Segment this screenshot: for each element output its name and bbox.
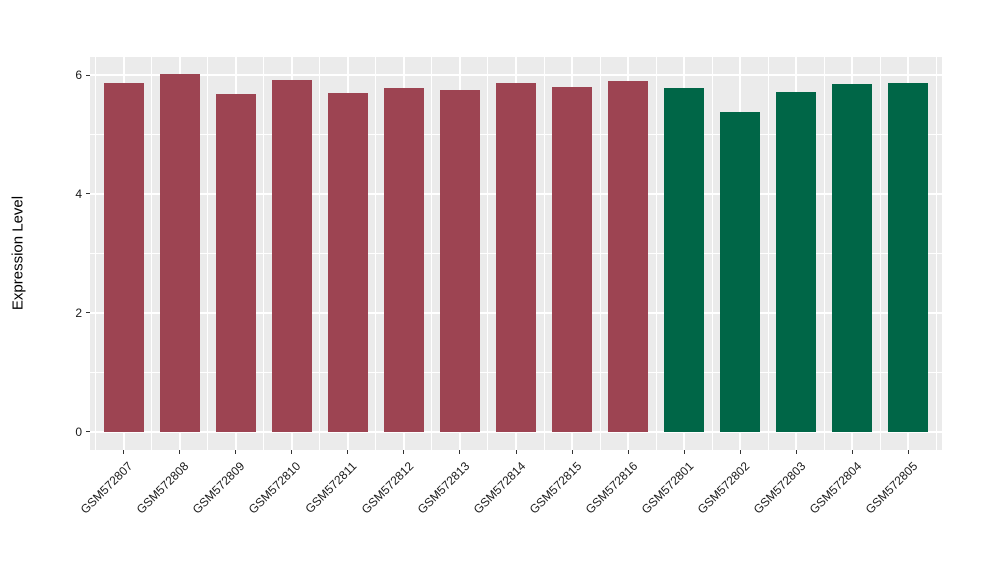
bar-GSM572814: [496, 82, 536, 432]
x-tick-label: GSM572805: [862, 459, 921, 517]
bar-GSM572808: [159, 73, 200, 432]
bar-GSM572816: [608, 80, 649, 432]
x-tick-mark: [123, 450, 125, 454]
bar-GSM572803: [776, 92, 817, 432]
x-tick-mark: [851, 450, 853, 454]
gridline-x-minor: [711, 57, 713, 450]
bar-GSM572815: [552, 86, 593, 432]
gridline-x-minor: [599, 57, 601, 450]
bar-GSM572801: [664, 88, 705, 432]
gridline-x-minor: [207, 57, 209, 450]
x-tick-mark: [347, 450, 349, 454]
bar-GSM572805: [888, 82, 929, 432]
y-tick-mark: [86, 193, 90, 195]
x-tick-mark: [235, 450, 237, 454]
y-axis-title-text: Expression Level: [9, 195, 27, 311]
y-tick-mark: [86, 74, 90, 76]
bar-GSM572811: [327, 92, 368, 432]
bar-GSM572812: [383, 88, 424, 432]
gridline-x-minor: [655, 57, 657, 450]
x-tick-mark: [907, 450, 909, 454]
bar-GSM572810: [271, 79, 312, 432]
gridline-x-minor: [375, 57, 377, 450]
bar-GSM572809: [215, 94, 256, 432]
x-tick-mark: [571, 450, 573, 454]
bar-GSM572813: [439, 89, 480, 432]
x-tick-mark: [179, 450, 181, 454]
x-tick-mark: [291, 450, 293, 454]
y-tick-label: 0: [75, 424, 82, 439]
gridline-x-minor: [767, 57, 769, 450]
x-tick-mark: [403, 450, 405, 454]
y-tick-label: 4: [75, 186, 82, 201]
x-tick-mark: [683, 450, 685, 454]
bar-GSM572804: [832, 83, 873, 432]
y-tick-mark: [86, 431, 90, 433]
gridline-x-minor: [263, 57, 265, 450]
y-tick-label: 6: [75, 68, 82, 82]
x-tick-mark: [627, 450, 629, 454]
gridline-x-minor: [151, 57, 153, 450]
x-tick-mark: [515, 450, 517, 454]
gridline-x-minor: [823, 57, 825, 450]
gridline-x-minor: [431, 57, 433, 450]
gridline-x-minor: [487, 57, 489, 450]
x-tick-mark: [459, 450, 461, 454]
y-tick-label: 2: [75, 305, 82, 320]
x-tick-mark: [795, 450, 797, 454]
x-tick-mark: [739, 450, 741, 454]
gridline-x-minor: [935, 57, 937, 450]
gridline-x-minor: [543, 57, 545, 450]
x-tick-label-anchor: GSM572805: [760, 457, 921, 517]
plot-panel: [90, 57, 942, 450]
bar-GSM572807: [103, 82, 144, 432]
gridline-x-minor: [879, 57, 881, 450]
bar-GSM572802: [720, 111, 761, 432]
gridline-x-minor: [319, 57, 321, 450]
gridline-x-minor: [95, 57, 97, 450]
y-tick-mark: [86, 312, 90, 314]
